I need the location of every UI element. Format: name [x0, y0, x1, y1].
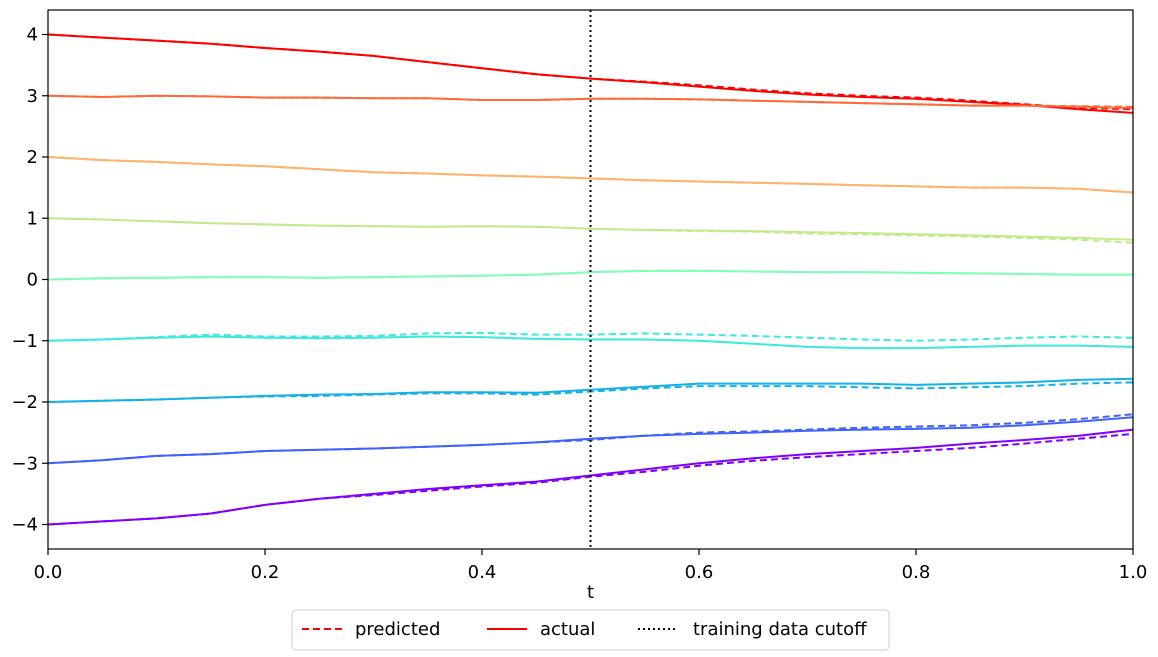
y-tick-label: −1 — [11, 331, 38, 352]
legend-label-actual: actual — [540, 619, 595, 640]
series-4-predicted-line — [47, 269, 1133, 281]
y-tick-label: −4 — [11, 515, 38, 536]
series-2-predicted-line — [47, 156, 1134, 194]
series-0-predicted-line — [47, 33, 1134, 111]
x-tick-label: 0.6 — [685, 562, 714, 583]
y-axis: 4 3 2 1 0 −1 −2 −3 −4 — [11, 25, 48, 536]
legend-label-training-cutoff: training data cutoff — [693, 619, 867, 640]
x-tick-label: 0.8 — [902, 562, 931, 583]
series-5-predicted-line — [47, 331, 1134, 342]
legend-box — [291, 609, 890, 651]
x-axis-label: t — [587, 582, 594, 603]
legend-label-predicted: predicted — [355, 619, 440, 640]
y-tick-label: 1 — [27, 208, 38, 229]
y-tick-label: 2 — [27, 147, 38, 168]
y-tick-label: 4 — [27, 25, 38, 46]
x-tick-label: 0.2 — [251, 562, 280, 583]
y-tick-label: 0 — [27, 270, 38, 291]
x-tick-label: 0.0 — [34, 562, 63, 583]
series-5-actual-line — [47, 335, 1134, 350]
series-1-predicted-line — [47, 94, 1134, 108]
legend: predicted actual training data cutoff — [291, 609, 890, 651]
y-tick-label: −2 — [11, 392, 38, 413]
y-tick-label: −3 — [11, 453, 38, 474]
y-tick-label: 3 — [27, 86, 38, 107]
x-axis: 0.0 0.2 0.4 0.6 0.8 1.0 — [34, 549, 1148, 583]
x-tick-label: 1.0 — [1119, 562, 1148, 583]
x-tick-label: 0.4 — [468, 562, 497, 583]
series-3-predicted-line — [47, 217, 1134, 244]
